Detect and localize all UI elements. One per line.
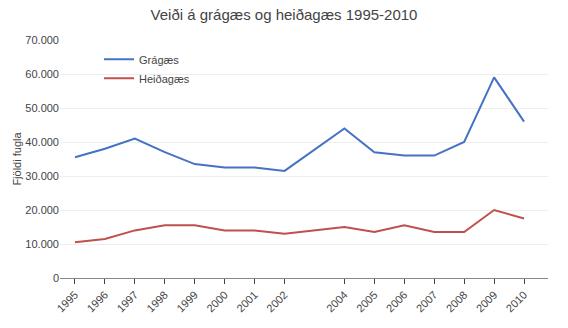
svg-text:2002: 2002 [264, 289, 290, 315]
svg-text:2001: 2001 [234, 289, 260, 315]
svg-text:2008: 2008 [444, 289, 470, 315]
svg-text:60.000: 60.000 [25, 68, 59, 80]
svg-text:Veiði á grágæs og heiðagæs 199: Veiði á grágæs og heiðagæs 1995-2010 [151, 6, 418, 23]
svg-text:20.000: 20.000 [25, 204, 59, 216]
svg-text:1998: 1998 [144, 289, 170, 315]
svg-text:2006: 2006 [384, 289, 410, 315]
svg-text:Fjöldi fugla: Fjöldi fugla [11, 132, 23, 186]
svg-text:30.000: 30.000 [25, 170, 59, 182]
svg-text:2007: 2007 [414, 289, 440, 315]
svg-text:Grágæs: Grágæs [139, 54, 179, 66]
svg-text:50.000: 50.000 [25, 102, 59, 114]
svg-text:Heiðagæs: Heiðagæs [139, 73, 190, 85]
svg-text:10.000: 10.000 [25, 238, 59, 250]
svg-text:40.000: 40.000 [25, 136, 59, 148]
svg-text:2000: 2000 [204, 289, 230, 315]
svg-text:2009: 2009 [474, 289, 500, 315]
svg-text:1999: 1999 [174, 289, 200, 315]
svg-text:1996: 1996 [84, 289, 110, 315]
svg-text:2010: 2010 [504, 289, 530, 315]
svg-text:1995: 1995 [54, 289, 80, 315]
svg-text:0: 0 [53, 272, 59, 284]
svg-text:2005: 2005 [354, 289, 380, 315]
svg-text:1997: 1997 [114, 289, 140, 315]
svg-text:70.000: 70.000 [25, 34, 59, 46]
svg-text:2004: 2004 [324, 289, 350, 315]
